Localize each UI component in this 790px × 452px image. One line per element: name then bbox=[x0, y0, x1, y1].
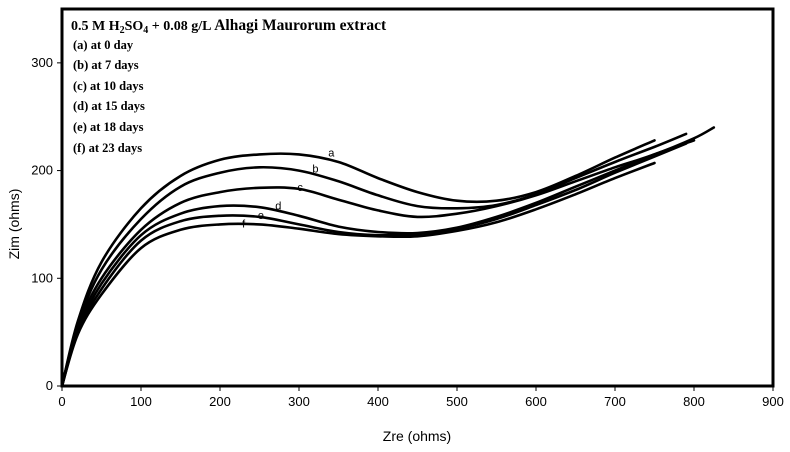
curve-label-f: f bbox=[242, 219, 246, 231]
x-tick-label: 300 bbox=[288, 394, 310, 409]
x-tick-label: 500 bbox=[446, 394, 468, 409]
series-line-a bbox=[60, 139, 656, 388]
y-axis-label: Zim (ohms) bbox=[6, 189, 22, 260]
curve-label-c: c bbox=[297, 182, 303, 194]
x-axis-label: Zre (ohms) bbox=[383, 428, 451, 444]
curve-labels: abc def bbox=[242, 148, 335, 231]
legend-entry-a: (a) at 0 day bbox=[73, 38, 134, 52]
series-line-d bbox=[60, 139, 696, 388]
x-tick-label: 700 bbox=[604, 394, 626, 409]
legend-entry-e: (e) at 18 days bbox=[73, 120, 144, 134]
series-line-e bbox=[60, 142, 688, 388]
x-tick-label: 800 bbox=[683, 394, 705, 409]
curve-label-a: a bbox=[328, 148, 335, 160]
x-tick-label: 900 bbox=[762, 394, 784, 409]
curve-label-e: e bbox=[258, 210, 264, 222]
x-tick-label: 0 bbox=[58, 394, 65, 409]
legend-entry-b: (b) at 7 days bbox=[73, 58, 139, 72]
curve-label-d: d bbox=[275, 200, 281, 212]
plot-frame bbox=[60, 7, 775, 388]
legend: 0.5 M H2SO4 + 0.08 g/L Alhagi Maurorum e… bbox=[71, 17, 387, 155]
legend-entry-c: (c) at 10 days bbox=[73, 79, 144, 93]
chart-title: 0.5 M H2SO4 + 0.08 g/L Alhagi Maurorum e… bbox=[71, 17, 387, 36]
y-tick-label: 200 bbox=[31, 163, 53, 178]
x-tick-label: 600 bbox=[525, 394, 547, 409]
series-line-c bbox=[60, 126, 716, 388]
x-tick-label: 200 bbox=[209, 394, 231, 409]
series-line-f bbox=[60, 161, 656, 388]
legend-entry-f: (f) at 23 days bbox=[73, 141, 142, 155]
y-axis-ticks: 0 100 200 300 bbox=[31, 55, 62, 393]
legend-entry-d: (d) at 15 days bbox=[73, 99, 145, 113]
y-tick-label: 0 bbox=[46, 378, 53, 393]
series-line-b bbox=[60, 132, 688, 388]
series-lines bbox=[60, 126, 716, 388]
y-tick-label: 300 bbox=[31, 55, 53, 70]
x-tick-label: 100 bbox=[130, 394, 152, 409]
x-tick-label: 400 bbox=[367, 394, 389, 409]
curve-label-b: b bbox=[312, 164, 318, 176]
x-axis-ticks: 0 100 200 300 400 500 600 700 800 900 bbox=[58, 386, 784, 409]
y-tick-label: 100 bbox=[31, 270, 53, 285]
